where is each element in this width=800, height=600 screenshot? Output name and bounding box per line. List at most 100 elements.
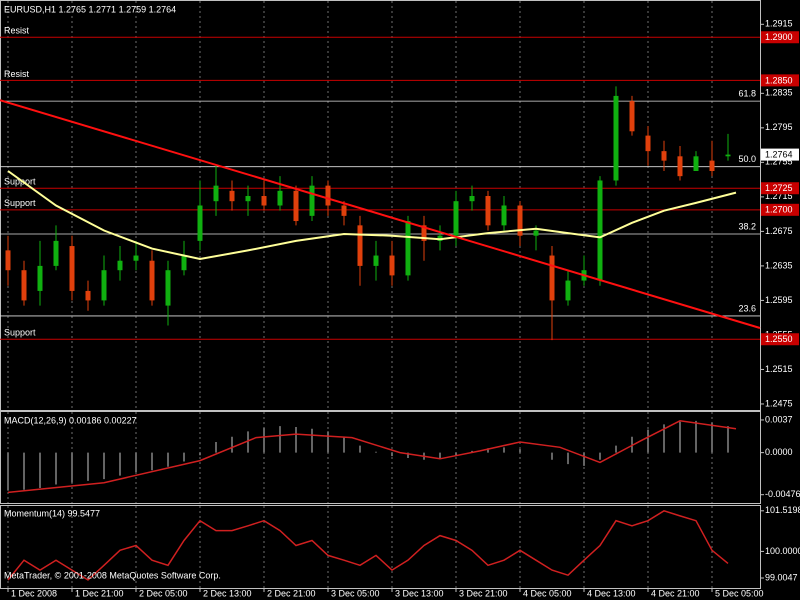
y-tick-label: 1.2675: [765, 226, 793, 236]
candle-body: [533, 230, 539, 236]
level-name: Support: [4, 198, 36, 208]
x-tick-label: 1 Dec 21:00: [75, 588, 124, 598]
price-tag-label: 1.2725: [765, 183, 793, 193]
x-tick-label: 3 Dec 13:00: [395, 588, 444, 598]
last-price-tag: [761, 148, 799, 161]
y-tick-label: 1.2715: [765, 191, 793, 201]
y-tick-label: 1.2515: [765, 364, 793, 374]
candle-body: [213, 185, 219, 202]
candle-body: [613, 95, 619, 181]
candle-body: [149, 260, 155, 301]
candle-body: [101, 270, 107, 301]
candle-body: [469, 196, 475, 202]
candle-body: [69, 246, 75, 291]
candle-body: [277, 190, 283, 206]
price-tag: [761, 333, 799, 346]
x-tick-label: 4 Dec 05:00: [523, 588, 572, 598]
candle-body: [357, 225, 363, 266]
candle-body: [597, 180, 603, 281]
copyright: MetaTrader, © 2001-2008 MetaQuotes Softw…: [4, 570, 221, 580]
chart-title: Momentum(14) 99.5477: [4, 508, 100, 518]
candle-body: [21, 270, 27, 301]
y-tick-label: -0.00476: [765, 489, 800, 499]
candle-body: [229, 190, 235, 202]
candle-body: [405, 221, 411, 276]
candle-body: [661, 151, 667, 161]
candle-body: [117, 260, 123, 271]
y-tick-label: 1.2635: [765, 260, 793, 270]
candle-body: [565, 280, 571, 301]
candle-body: [293, 190, 299, 222]
price-tag: [761, 203, 799, 216]
x-tick-label: 2 Dec 13:00: [203, 588, 252, 598]
macd-panel-frame: [0, 411, 761, 504]
y-tick-label: 0.0037: [765, 414, 793, 424]
level-name: Support: [4, 328, 36, 338]
candle-body: [245, 196, 251, 202]
candle-body: [677, 156, 683, 177]
momentum-line: [7, 509, 729, 581]
price-tag: [761, 182, 799, 195]
price-tag-label: 1.2700: [765, 205, 793, 215]
signal-line: [7, 420, 737, 494]
fib-label: 38.2: [738, 221, 756, 231]
last-price-label: 1.2764: [765, 149, 793, 159]
candle-body: [485, 196, 491, 226]
x-tick-label: 3 Dec 21:00: [459, 588, 508, 598]
candle-body: [37, 265, 43, 291]
candle-body: [501, 205, 507, 226]
candle-body: [725, 154, 731, 157]
x-tick-label: 2 Dec 21:00: [267, 588, 316, 598]
candle-body: [261, 196, 267, 206]
level-name: Support: [4, 177, 36, 187]
y-tick-label: 101.5198: [765, 505, 800, 515]
x-tick-label: 3 Dec 05:00: [331, 588, 380, 598]
price-tag-label: 1.2900: [765, 32, 793, 42]
moving-average: [7, 170, 737, 261]
candle-body: [421, 225, 427, 241]
candle-body: [53, 240, 59, 266]
candle-body: [645, 135, 651, 152]
candle-body: [165, 270, 171, 306]
trendline: [0, 99, 761, 329]
candle-body: [181, 255, 187, 271]
price-tag-label: 1.2850: [765, 75, 793, 85]
candle-body: [389, 255, 395, 276]
candle-body: [373, 255, 379, 266]
fib-label: 50.0: [738, 154, 756, 164]
candle-body: [341, 205, 347, 216]
level-name: Resist: [4, 69, 30, 79]
x-tick-label: 2 Dec 05:00: [139, 588, 188, 598]
momentum-panel-frame: [0, 505, 761, 589]
y-tick-label: 1.2755: [765, 157, 793, 167]
candle-body: [197, 205, 203, 241]
x-tick-label: 1 Dec 2008: [11, 588, 57, 598]
candle-body: [309, 185, 315, 216]
price-tag: [761, 74, 799, 87]
candle-body: [693, 156, 699, 171]
candle-body: [133, 255, 139, 261]
y-tick-label: 0.0000: [765, 447, 793, 457]
main-panel-frame: [0, 0, 761, 411]
y-tick-label: 1.2595: [765, 295, 793, 305]
candle-body: [325, 185, 331, 206]
chart-title: MACD(12,26,9) 0.00186 0.00227: [4, 415, 137, 425]
candle-body: [517, 205, 523, 236]
y-tick-label: 1.2915: [765, 19, 793, 29]
fib-label: 61.8: [738, 88, 756, 98]
level-name: Resist: [4, 26, 30, 36]
x-tick-label: 5 Dec 05:00: [715, 588, 764, 598]
chart-title: EURUSD,H1 1.2765 1.2771 1.2759 1.2764: [4, 4, 176, 14]
fib-label: 23.6: [738, 303, 756, 313]
x-tick-label: 4 Dec 13:00: [587, 588, 636, 598]
candle-body: [453, 201, 459, 236]
price-tag-label: 1.2550: [765, 334, 793, 344]
candle-body: [5, 250, 11, 271]
y-tick-label: 1.2835: [765, 88, 793, 98]
candle-body: [85, 290, 91, 301]
y-tick-label: 1.2795: [765, 122, 793, 132]
candle-body: [549, 255, 555, 301]
